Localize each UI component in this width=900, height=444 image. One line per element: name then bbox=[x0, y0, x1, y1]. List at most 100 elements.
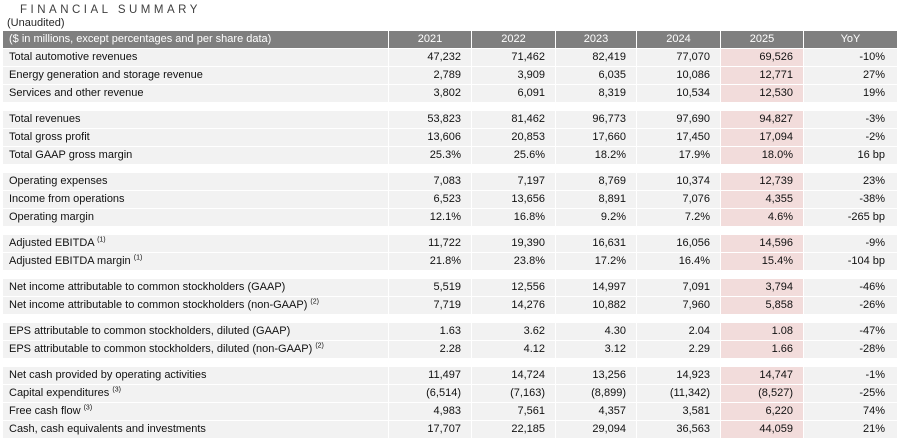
footnote-marker: (3) bbox=[83, 404, 93, 412]
table-row: Net cash provided by operating activitie… bbox=[3, 367, 897, 385]
header-col-yoy: YoY bbox=[803, 31, 897, 48]
row-label: EPS attributable to common stockholders,… bbox=[9, 342, 324, 355]
row-label: Net income attributable to common stockh… bbox=[9, 281, 286, 293]
cell-2022: 14,276 bbox=[471, 297, 555, 314]
cell-2023: (8,899) bbox=[555, 385, 636, 402]
row-label: Operating margin bbox=[9, 211, 94, 223]
cell-2022: 7,561 bbox=[471, 403, 555, 420]
cell-2023: 96,773 bbox=[555, 111, 636, 128]
cell-2022: 16.8% bbox=[471, 209, 555, 226]
cell-yoy: -265 bp bbox=[803, 209, 897, 226]
cell-2022: 25.6% bbox=[471, 147, 555, 164]
cell-2024: 77,070 bbox=[636, 49, 720, 66]
cell-yoy: -3% bbox=[803, 111, 897, 128]
table-row: Operating expenses 7,083 7,197 8,769 10,374 1… bbox=[3, 173, 897, 191]
row-label: Total automotive revenues bbox=[9, 51, 138, 63]
cell-2023: 3.12 bbox=[555, 341, 636, 358]
row-label: Total revenues bbox=[9, 113, 81, 125]
cell-yoy: -9% bbox=[803, 235, 897, 252]
cell-2023: 29,094 bbox=[555, 421, 636, 438]
cell-2023: 17,660 bbox=[555, 129, 636, 146]
table-row: Total gross profit 13,606 20,853 17,660 17,4… bbox=[3, 129, 897, 147]
cell-2021: 11,722 bbox=[388, 235, 471, 252]
cell-2021: 21.8% bbox=[388, 253, 471, 270]
cell-2021: 7,719 bbox=[388, 297, 471, 314]
cell-2021: 2.28 bbox=[388, 341, 471, 358]
cell-2021: 17,707 bbox=[388, 421, 471, 438]
row-label: Total GAAP gross margin bbox=[9, 149, 133, 161]
cell-2021: 7,083 bbox=[388, 173, 471, 190]
cell-2022: 6,091 bbox=[471, 85, 555, 102]
section-spacer bbox=[3, 315, 897, 323]
row-label: Cash, cash equivalents and investments bbox=[9, 423, 206, 435]
table-row: Operating margin 12.1% 16.8% 9.2% 7.2% 4.6% -2… bbox=[3, 209, 897, 227]
cell-2023: 6,035 bbox=[555, 67, 636, 84]
cell-2022: 22,185 bbox=[471, 421, 555, 438]
row-label: Total gross profit bbox=[9, 131, 90, 143]
table-header-row: ($ in millions, except percentages and p… bbox=[3, 31, 897, 49]
cell-2024: 7,076 bbox=[636, 191, 720, 208]
cell-2022: 14,724 bbox=[471, 367, 555, 384]
section-spacer bbox=[3, 271, 897, 279]
footnote-marker: (3) bbox=[112, 386, 121, 394]
cell-2021: 12.1% bbox=[388, 209, 471, 226]
cell-yoy: -2% bbox=[803, 129, 897, 146]
table-row: Free cash flow (3) 4,983 7,561 4,357 3,581 6,… bbox=[3, 403, 897, 421]
table-row: EPS attributable to common stockholders,… bbox=[3, 323, 897, 341]
cell-2025: 1.08 bbox=[720, 323, 803, 340]
cell-2024: 7.2% bbox=[636, 209, 720, 226]
cell-2022: 81,462 bbox=[471, 111, 555, 128]
cell-2024: 10,534 bbox=[636, 85, 720, 102]
financial-table: ($ in millions, except percentages and p… bbox=[3, 31, 897, 439]
cell-2024: 10,086 bbox=[636, 67, 720, 84]
header-col-2021: 2021 bbox=[388, 31, 471, 48]
cell-yoy: -28% bbox=[803, 341, 897, 358]
cell-2021: (6,514) bbox=[388, 385, 471, 402]
cell-2025: 69,526 bbox=[720, 49, 803, 66]
page-title: FINANCIAL SUMMARY bbox=[20, 4, 201, 16]
cell-2025: 17,094 bbox=[720, 129, 803, 146]
section-spacer bbox=[3, 227, 897, 235]
cell-2021: 1.63 bbox=[388, 323, 471, 340]
cell-2025: 44,059 bbox=[720, 421, 803, 438]
cell-yoy: 19% bbox=[803, 85, 897, 102]
footnote-marker: (2) bbox=[315, 342, 324, 350]
cell-2022: 7,197 bbox=[471, 173, 555, 190]
row-label: Adjusted EBITDA (1) bbox=[9, 236, 106, 249]
table-row: Total GAAP gross margin 25.3% 25.6% 18.2% 17… bbox=[3, 147, 897, 165]
cell-2022: 20,853 bbox=[471, 129, 555, 146]
cell-2025: (8,527) bbox=[720, 385, 803, 402]
cell-2024: 17.9% bbox=[636, 147, 720, 164]
cell-2023: 9.2% bbox=[555, 209, 636, 226]
row-label: Net income attributable to common stockh… bbox=[9, 298, 319, 311]
row-label: Income from operations bbox=[9, 193, 125, 205]
cell-2025: 4,355 bbox=[720, 191, 803, 208]
cell-2024: 2.04 bbox=[636, 323, 720, 340]
footnote-marker: (2) bbox=[310, 298, 319, 306]
cell-2025: 14,747 bbox=[720, 367, 803, 384]
cell-2021: 3,802 bbox=[388, 85, 471, 102]
row-label: Operating expenses bbox=[9, 175, 108, 187]
cell-2023: 14,997 bbox=[555, 279, 636, 296]
cell-2025: 94,827 bbox=[720, 111, 803, 128]
row-label: Net cash provided by operating activitie… bbox=[9, 369, 207, 381]
cell-2023: 4.30 bbox=[555, 323, 636, 340]
cell-2024: 97,690 bbox=[636, 111, 720, 128]
table-row: Total revenues 53,823 81,462 96,773 97,690 94… bbox=[3, 111, 897, 129]
cell-yoy: -1% bbox=[803, 367, 897, 384]
cell-2024: 16,056 bbox=[636, 235, 720, 252]
cell-2024: (11,342) bbox=[636, 385, 720, 402]
cell-2023: 16,631 bbox=[555, 235, 636, 252]
cell-2025: 1.66 bbox=[720, 341, 803, 358]
row-label: Energy generation and storage revenue bbox=[9, 69, 203, 81]
cell-2024: 7,091 bbox=[636, 279, 720, 296]
footnote-marker: (1) bbox=[97, 236, 106, 244]
cell-2023: 8,319 bbox=[555, 85, 636, 102]
table-row: EPS attributable to common stockholders,… bbox=[3, 341, 897, 359]
footnote-marker: (1) bbox=[133, 254, 143, 262]
cell-2024: 14,923 bbox=[636, 367, 720, 384]
cell-2022: 3.62 bbox=[471, 323, 555, 340]
cell-yoy: -104 bp bbox=[803, 253, 897, 270]
section-spacer bbox=[3, 103, 897, 111]
cell-2022: 23.8% bbox=[471, 253, 555, 270]
